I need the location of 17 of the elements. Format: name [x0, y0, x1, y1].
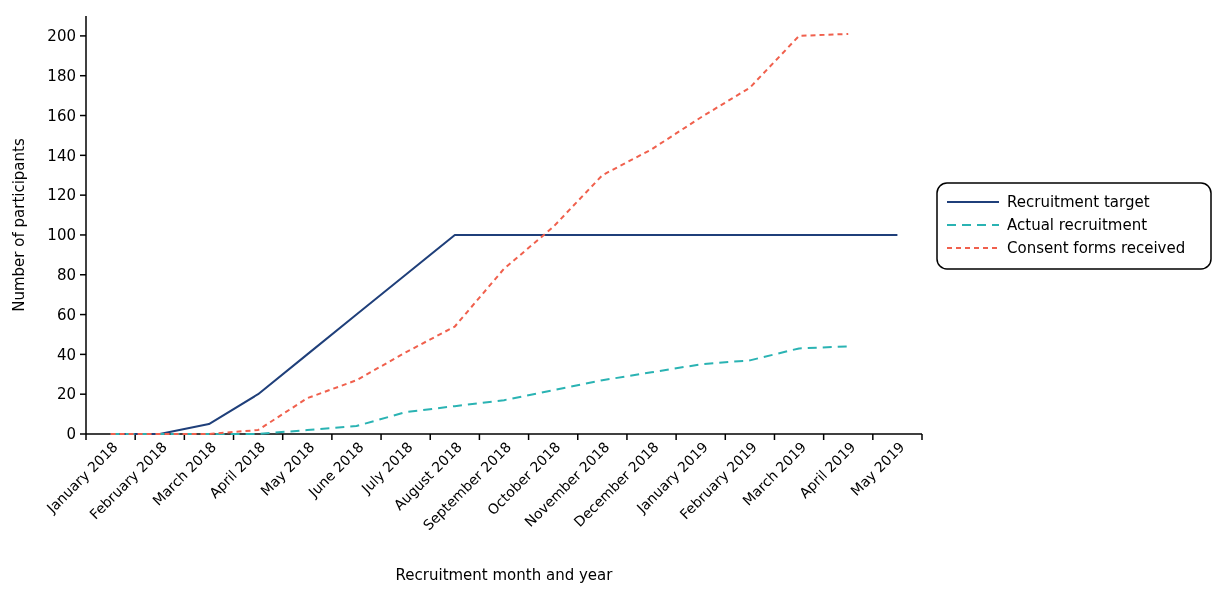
y-tick-label: 120 — [47, 186, 76, 205]
line-series — [109, 32, 850, 435]
y-tick-label: 80 — [56, 266, 76, 285]
y-tick-label: 140 — [47, 146, 76, 165]
y-tick-label: 40 — [56, 345, 76, 364]
y-tick-label: 60 — [56, 305, 76, 324]
y-tick-label: 160 — [47, 106, 76, 125]
y-tick-label: 0 — [66, 425, 76, 444]
y-axis-title: Number of participants — [10, 138, 28, 312]
legend-label: Consent forms received — [1007, 239, 1186, 258]
y-tick-label: 180 — [47, 66, 76, 85]
x-axis-title: Recruitment month and year — [395, 566, 614, 584]
y-tick-label: 100 — [47, 226, 76, 245]
y-tick-label: 20 — [56, 385, 76, 404]
legend-label: Recruitment target — [1007, 193, 1150, 212]
y-tick-label: 200 — [47, 27, 76, 46]
legend-label: Actual recruitment — [1007, 216, 1148, 235]
